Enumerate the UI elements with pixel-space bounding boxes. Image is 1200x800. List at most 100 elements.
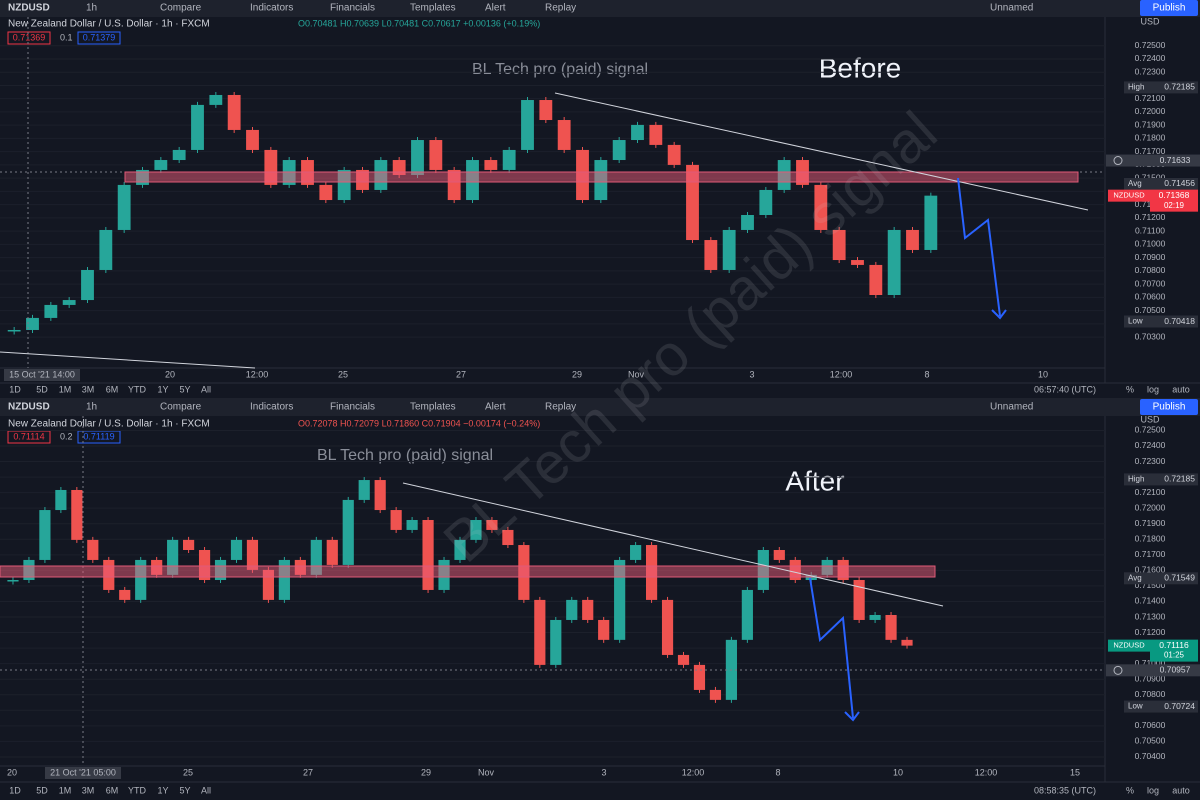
y-tick-label: 0.71700 <box>1135 549 1166 559</box>
candle <box>869 614 881 620</box>
y-tick-label: 0.71500 <box>1135 172 1166 182</box>
range-button[interactable]: 5D <box>36 785 48 795</box>
crosshair-price: 0.71633 <box>1160 155 1191 165</box>
symbol[interactable]: NZDUSD <box>8 3 50 14</box>
trend-line <box>402 482 944 607</box>
candle <box>686 164 699 241</box>
range-button[interactable]: YTD <box>128 384 147 394</box>
toolbar-button[interactable]: Alert <box>485 3 506 14</box>
x-tick-label: 21 Oct '21 05:00 <box>50 767 116 777</box>
candle <box>885 614 897 640</box>
top-toolbar-bg <box>0 0 1200 17</box>
percent-toggle[interactable]: % <box>1126 785 1134 795</box>
candle <box>117 184 131 230</box>
last-price-name: NZDUSD <box>1113 191 1145 200</box>
interval[interactable]: 1h <box>86 402 97 413</box>
auto-toggle[interactable]: auto <box>1172 384 1190 394</box>
candle <box>521 100 534 150</box>
toolbar-button[interactable]: Compare <box>160 3 202 14</box>
crosshair-plus[interactable] <box>1113 665 1123 675</box>
countdown: 01:25 <box>1164 651 1185 660</box>
publish-button[interactable]: Publish <box>1153 3 1186 14</box>
toolbar-button[interactable]: Financials <box>330 3 375 14</box>
range-button[interactable]: 3M <box>82 785 95 795</box>
toolbar-button[interactable]: Alert <box>485 402 506 413</box>
candle <box>486 519 498 530</box>
toolbar-button[interactable]: Compare <box>160 402 202 413</box>
sell-box <box>7 31 51 45</box>
range-button[interactable]: 5Y <box>179 384 190 394</box>
toolbar-button[interactable]: Replay <box>545 3 576 14</box>
y-tick-label: 0.71500 <box>1135 580 1166 590</box>
range-button[interactable]: All <box>201 384 211 394</box>
candle <box>230 539 243 560</box>
symbol[interactable]: NZDUSD <box>8 402 50 413</box>
range-button[interactable]: 1D <box>9 785 21 795</box>
candle <box>534 599 546 665</box>
range-button[interactable]: 1Y <box>157 785 168 795</box>
x-tick-label: 15 <box>1070 767 1080 777</box>
forecast-arrow <box>809 577 854 719</box>
publish-button-bg[interactable] <box>1140 0 1198 16</box>
price-label-name: High <box>1128 83 1144 92</box>
range-button[interactable]: 1Y <box>157 384 168 394</box>
x-tick-label: 25 <box>183 767 193 777</box>
candle <box>550 619 562 665</box>
toolbar-button[interactable]: Indicators <box>250 3 293 14</box>
percent-toggle[interactable]: % <box>1126 384 1134 394</box>
candle <box>119 589 131 600</box>
countdown: 02:19 <box>1164 201 1185 210</box>
toolbar-button[interactable]: Templates <box>410 402 456 413</box>
price-label-bg <box>1124 700 1198 713</box>
toolbar-button[interactable]: Indicators <box>250 402 293 413</box>
range-button[interactable]: 5Y <box>179 785 190 795</box>
range-button[interactable]: YTD <box>128 785 147 795</box>
ohlc: O0.70481 H0.70639 L0.70481 C0.70617 +0.0… <box>298 18 540 28</box>
candle <box>172 149 186 161</box>
y-tick-label: 0.72000 <box>1135 106 1166 116</box>
y-tick-label: 0.70500 <box>1135 305 1166 315</box>
y-tick-label: 0.71400 <box>1135 596 1166 606</box>
candle <box>667 144 681 165</box>
publish-button[interactable]: Publish <box>1153 402 1186 413</box>
buy-price[interactable]: 0.71119 <box>83 431 114 441</box>
range-button[interactable]: 5D <box>36 384 48 394</box>
publish-button-bg[interactable] <box>1140 399 1198 415</box>
candle <box>741 589 753 640</box>
sell-price[interactable]: 0.71114 <box>13 431 44 441</box>
toolbar-button[interactable]: Financials <box>330 402 375 413</box>
candle <box>326 539 338 565</box>
toolbar-button[interactable]: Templates <box>410 3 456 14</box>
log-toggle[interactable]: log <box>1147 384 1159 394</box>
symbol-description: New Zealand Dollar / U.S. Dollar · 1h · … <box>8 19 210 30</box>
log-toggle[interactable]: log <box>1147 785 1159 795</box>
price-label-name: Avg <box>1128 573 1142 582</box>
crosshair-plus[interactable] <box>1113 156 1123 166</box>
buy-price[interactable]: 0.71379 <box>83 32 116 42</box>
y-tick-label: 0.72100 <box>1135 487 1166 497</box>
range-button[interactable]: 6M <box>106 785 119 795</box>
candle <box>246 129 259 150</box>
symbol-description: New Zealand Dollar / U.S. Dollar · 1h · … <box>8 419 210 430</box>
interval[interactable]: 1h <box>86 3 97 14</box>
range-button[interactable]: 1M <box>59 785 72 795</box>
range-button[interactable]: 3M <box>82 384 95 394</box>
auto-toggle[interactable]: auto <box>1172 785 1190 795</box>
candle <box>704 240 718 270</box>
toolbar-button[interactable]: Replay <box>545 402 576 413</box>
candle <box>557 120 571 150</box>
range-button[interactable]: All <box>201 785 211 795</box>
range-button[interactable]: 1M <box>59 384 72 394</box>
price-label-name: Avg <box>1128 179 1142 188</box>
range-button[interactable]: 1D <box>9 384 21 394</box>
x-tick-label: 25 <box>338 369 348 379</box>
candle <box>924 195 938 250</box>
y-tick-label: 0.70800 <box>1135 265 1166 275</box>
sell-price[interactable]: 0.71369 <box>13 32 46 42</box>
candle <box>484 160 498 170</box>
layout-name[interactable]: Unnamed <box>990 3 1033 14</box>
candle <box>278 559 290 600</box>
layout-name[interactable]: Unnamed <box>990 402 1033 413</box>
range-button[interactable]: 6M <box>106 384 119 394</box>
y-tick-label: 0.70600 <box>1135 720 1166 730</box>
